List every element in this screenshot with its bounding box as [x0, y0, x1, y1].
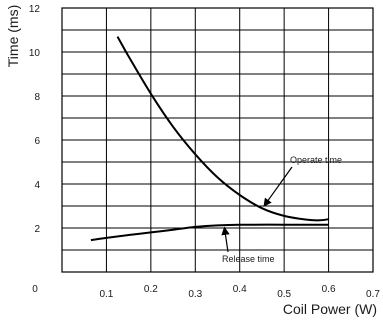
- annotation-release-arrow: [221, 226, 230, 253]
- y-axis-label: Time (ms): [5, 5, 21, 67]
- x-tick-label: 0.2: [144, 284, 158, 295]
- x-tick-label: 0.7: [366, 289, 380, 300]
- y-tick-label: 6: [34, 136, 40, 147]
- x-tick-label: 0.4: [233, 284, 247, 295]
- y-tick-label: 12: [29, 4, 41, 15]
- annotation-release-time: Release time: [222, 254, 275, 264]
- x-tick-label: 0: [32, 284, 38, 295]
- x-tick-label: 0.5: [277, 289, 291, 300]
- x-axis-label: Coil Power (W): [283, 301, 377, 317]
- x-tick-label: 0.1: [99, 289, 113, 300]
- operate-time-line: [116, 36, 329, 222]
- annotations: Operate time Release time: [221, 155, 342, 264]
- plot-frame: [61, 7, 374, 273]
- grid: [62, 8, 373, 272]
- y-tick-label: 10: [29, 48, 41, 59]
- x-tick-labels: 0 0.1 0.2 0.3 0.4 0.5 0.6 0.7: [32, 284, 380, 300]
- y-tick-label: 2: [34, 224, 40, 235]
- release-time-line: [90, 223, 329, 242]
- x-tick-label: 0.3: [188, 289, 202, 300]
- y-tick-label: 4: [34, 180, 40, 191]
- y-tick-label: 8: [34, 92, 40, 103]
- x-tick-label: 0.6: [322, 284, 336, 295]
- annotation-operate-arrow: [263, 166, 293, 207]
- y-tick-labels: 2 4 6 8 10 12: [29, 4, 41, 235]
- annotation-operate-time: Operate time: [290, 155, 342, 165]
